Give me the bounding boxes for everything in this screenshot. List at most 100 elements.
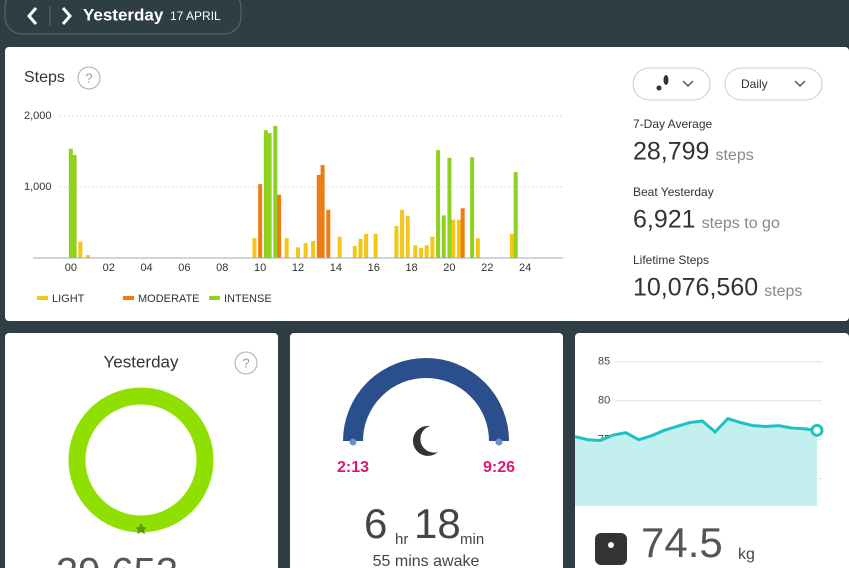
moon-icon bbox=[412, 425, 438, 456]
bar bbox=[311, 240, 316, 258]
sleep-end: 9:26 bbox=[483, 459, 515, 476]
sleep-arc bbox=[343, 358, 509, 442]
y-tick-label: 80 bbox=[598, 395, 610, 407]
stat-unit: steps bbox=[715, 147, 753, 164]
charts: 1,000 2,000 00 02 04 06 08 10 12 14 16 18 20 22 24 LIGH… bbox=[24, 110, 824, 506]
arc-end bbox=[495, 438, 503, 446]
bar bbox=[258, 184, 263, 258]
x-tick-label: 02 bbox=[103, 262, 115, 274]
help-text: ? bbox=[85, 70, 92, 85]
icon bbox=[663, 75, 669, 85]
x-tick-label: 00 bbox=[65, 262, 77, 274]
bar bbox=[441, 215, 446, 258]
prev-button[interactable] bbox=[27, 7, 38, 25]
scale-dot bbox=[608, 542, 614, 548]
next-button[interactable] bbox=[61, 7, 72, 25]
x-tick-label: 24 bbox=[519, 262, 531, 274]
metric-dropdown[interactable] bbox=[632, 67, 711, 101]
help-icon[interactable] bbox=[234, 351, 258, 375]
bar bbox=[303, 243, 308, 258]
stat-unit: steps to go bbox=[702, 215, 780, 232]
weight-line bbox=[574, 416, 818, 442]
bar bbox=[358, 238, 363, 258]
bar bbox=[460, 208, 465, 258]
bar bbox=[68, 148, 73, 258]
sleep-minutes: 18 bbox=[414, 500, 461, 547]
weight-value: 74.5 bbox=[641, 519, 723, 566]
stat-value: 10,076,560 bbox=[633, 274, 758, 302]
bar bbox=[78, 241, 83, 258]
y-tick-label: 1,000 bbox=[24, 181, 52, 193]
y-tick-label: 2,000 bbox=[24, 110, 52, 122]
period-label: Daily bbox=[741, 77, 768, 91]
x-tick-label: 12 bbox=[292, 262, 304, 274]
bar bbox=[430, 236, 435, 258]
bar bbox=[456, 219, 461, 258]
help-icon[interactable] bbox=[77, 66, 101, 90]
bar bbox=[424, 245, 429, 258]
bar bbox=[263, 130, 268, 258]
star bbox=[135, 523, 147, 534]
stat-label: 7-Day Average bbox=[633, 117, 712, 131]
bar bbox=[451, 219, 456, 258]
x-tick-label: 18 bbox=[405, 262, 417, 274]
x-tick-label: 20 bbox=[443, 262, 455, 274]
period-dropdown[interactable] bbox=[724, 67, 823, 101]
bar bbox=[405, 216, 410, 258]
scale-icon bbox=[595, 533, 627, 565]
x-tick-label: 06 bbox=[178, 262, 190, 274]
weight-area bbox=[575, 418, 817, 506]
bar bbox=[316, 174, 321, 258]
sleep-minutes-unit: min bbox=[460, 531, 484, 548]
sleep-awake: 55 mins awake bbox=[373, 553, 480, 568]
help-text: ? bbox=[242, 355, 249, 370]
bar bbox=[85, 255, 90, 258]
bar bbox=[72, 155, 77, 258]
x-tick-label: 16 bbox=[368, 262, 380, 274]
header-date: 17 APRIL bbox=[170, 9, 221, 23]
goal-title: Yesterday bbox=[104, 352, 179, 371]
bar bbox=[509, 233, 514, 258]
bar bbox=[267, 133, 272, 258]
chevron bbox=[682, 80, 694, 88]
stat-label: Beat Yesterday bbox=[633, 185, 714, 199]
sleep-start: 2:13 bbox=[337, 459, 369, 476]
bar bbox=[326, 209, 331, 258]
sleep-hours: 6 bbox=[364, 500, 387, 547]
sleep-hours-unit: hr bbox=[395, 531, 408, 548]
bar bbox=[373, 233, 378, 258]
bar bbox=[277, 194, 282, 258]
bar bbox=[419, 248, 424, 258]
goal-card bbox=[5, 333, 278, 568]
bar bbox=[337, 236, 342, 258]
bar bbox=[394, 226, 399, 258]
legend-swatch bbox=[209, 296, 220, 300]
bar bbox=[320, 164, 325, 258]
header-title: Yesterday bbox=[83, 5, 164, 24]
stat-value: 28,799 bbox=[633, 138, 709, 166]
x-tick-label: 14 bbox=[330, 262, 342, 274]
icon bbox=[656, 85, 662, 91]
bar bbox=[475, 238, 480, 258]
bar bbox=[252, 238, 257, 258]
stat-unit: steps bbox=[764, 283, 802, 300]
weight-end-point bbox=[810, 423, 824, 437]
legend-swatch bbox=[37, 296, 48, 300]
steps-title: Steps bbox=[24, 69, 65, 86]
arc-end bbox=[349, 438, 357, 446]
legend-label: INTENSE bbox=[224, 293, 272, 305]
y-tick-label: 85 bbox=[598, 356, 610, 368]
x-tick-label: 08 bbox=[216, 262, 228, 274]
legend-label: LIGHT bbox=[52, 293, 85, 305]
header-pill bbox=[4, 0, 242, 35]
bar bbox=[364, 233, 369, 258]
stat-value: 6,921 bbox=[633, 206, 696, 234]
bar bbox=[296, 247, 300, 258]
bar bbox=[436, 150, 441, 258]
bar bbox=[513, 172, 518, 258]
x-tick-label: 04 bbox=[140, 262, 152, 274]
weight-unit: kg bbox=[738, 546, 755, 563]
stats: 7-Day Average 28,799 steps Beat Yesterday 6,… bbox=[633, 117, 802, 301]
bar bbox=[470, 157, 475, 258]
